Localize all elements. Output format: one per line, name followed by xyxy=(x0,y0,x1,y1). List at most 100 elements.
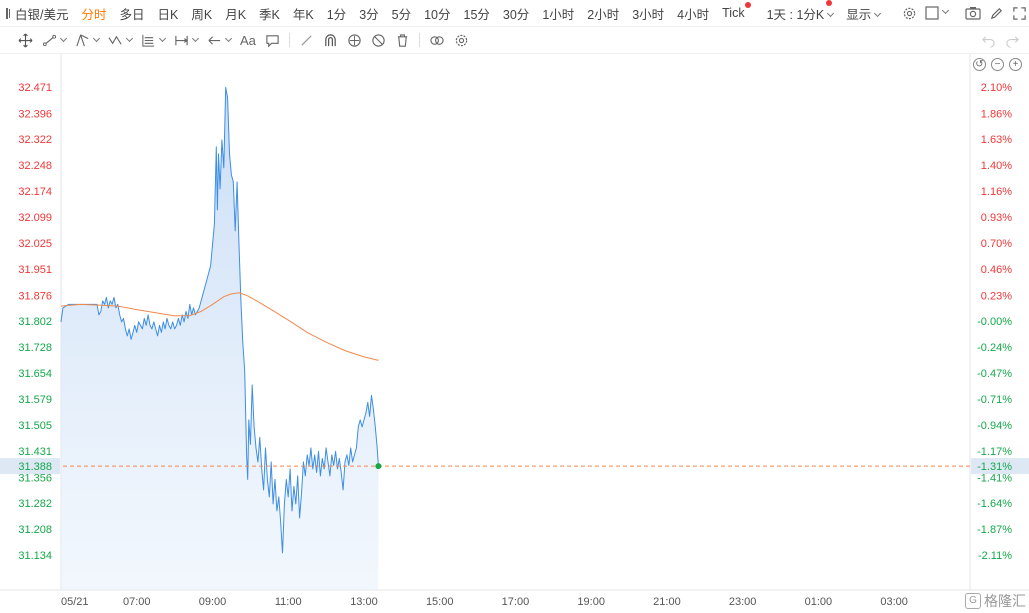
period-tab-15min[interactable]: 15分 xyxy=(463,7,490,22)
magnet-tool[interactable] xyxy=(323,33,338,48)
x-tick-label: 23:00 xyxy=(729,596,757,608)
reset-zoom-icon[interactable]: ↺ xyxy=(973,58,986,71)
camera-icon xyxy=(965,7,981,20)
period-tab-2hour[interactable]: 2小时 xyxy=(587,7,620,22)
pct-tick-label: 1.63% xyxy=(981,134,1012,146)
x-tick-label: 09:00 xyxy=(199,596,227,608)
y-tick-label: 32.099 xyxy=(18,212,52,224)
redo-button[interactable] xyxy=(1005,33,1020,48)
period-tab-4hour[interactable]: 4小时 xyxy=(677,7,710,22)
toolbar-divider xyxy=(418,33,420,47)
x-tick-label: 01:00 xyxy=(805,596,833,608)
period-tab-year[interactable]: 年K xyxy=(292,7,314,22)
line-tool[interactable] xyxy=(42,33,68,48)
channel-tool[interactable] xyxy=(75,33,101,48)
y-tick-label: 31.208 xyxy=(18,524,52,536)
zigzag-icon xyxy=(108,35,122,45)
period-tab-intraday[interactable]: 分时 xyxy=(81,7,107,22)
y-tick-label: 32.471 xyxy=(18,82,52,94)
chevron-down-icon xyxy=(125,34,134,42)
measure-tool[interactable] xyxy=(174,33,200,48)
period-tab-tick[interactable]: Tick xyxy=(722,2,751,20)
channel-icon xyxy=(76,33,89,46)
hide-drawings-tool[interactable] xyxy=(371,33,386,48)
settings-button[interactable] xyxy=(902,4,917,22)
pct-tick-label: -1.87% xyxy=(977,524,1012,536)
drawing-settings-tool[interactable] xyxy=(454,33,469,48)
chevron-down-icon xyxy=(942,6,950,14)
move-tool[interactable] xyxy=(18,33,33,48)
zoom-out-icon[interactable]: − xyxy=(991,58,1004,71)
delete-drawings-tool[interactable] xyxy=(395,33,410,48)
zoom-in-icon[interactable]: + xyxy=(1009,58,1022,71)
chevron-down-icon xyxy=(59,34,68,42)
x-tick-label: 11:00 xyxy=(275,596,302,608)
chevron-down-icon xyxy=(224,34,233,42)
pct-tick-label: -1.41% xyxy=(977,472,1012,484)
x-tick-label: 15:00 xyxy=(426,596,454,608)
comment-icon xyxy=(266,34,279,47)
symbol-label[interactable]: 白银/美元 xyxy=(15,7,69,22)
compare-tool[interactable] xyxy=(429,33,445,48)
y-tick-label: 31.356 xyxy=(18,472,52,484)
arrow-tool[interactable] xyxy=(207,33,233,48)
pct-tick-label: 0.23% xyxy=(981,290,1012,302)
display-menu[interactable]: 显示 xyxy=(846,4,882,23)
y-tick-label: 31.654 xyxy=(18,368,52,380)
square-icon xyxy=(925,6,939,20)
display-menu-label: 显示 xyxy=(846,7,872,22)
chevron-down-icon xyxy=(874,9,882,17)
new-badge-dot xyxy=(826,0,833,6)
period-toolbar: 白银/美元 分时 多日 日K 周K 月K 季K 年K 1分 3分 5分 10分 … xyxy=(0,0,1029,27)
watermark-text: 格隆汇 xyxy=(984,593,1026,609)
x-tick-label: 03:00 xyxy=(880,596,908,608)
current-pct-label: -1.31% xyxy=(977,461,1012,473)
text-tool[interactable]: Aa xyxy=(240,32,256,48)
period-tab-3hour[interactable]: 3小时 xyxy=(632,7,665,22)
ruler-icon xyxy=(175,35,189,45)
period-tab-week[interactable]: 周K xyxy=(191,7,213,22)
watermark: G 格隆汇 xyxy=(965,591,1026,611)
y-tick-label: 31.505 xyxy=(18,420,52,432)
price-chart[interactable]: 32.471 2.10% 32.396 1.86% 32.322 1.63% 32.248 1… xyxy=(0,54,1029,613)
period-tab-3min[interactable]: 3分 xyxy=(359,7,379,22)
draw-button[interactable] xyxy=(989,4,1004,22)
trash-icon xyxy=(397,33,408,47)
period-tab-1min[interactable]: 1分 xyxy=(326,7,347,22)
interval-select[interactable]: 1天 : 1分K xyxy=(767,0,835,23)
period-tab-tick-label: Tick xyxy=(722,6,745,20)
x-tick-label: 05/21 xyxy=(61,596,89,608)
period-tab-30min[interactable]: 30分 xyxy=(502,7,530,22)
pattern-tool[interactable] xyxy=(108,33,134,48)
y-tick-label: 31.134 xyxy=(18,550,52,562)
new-badge-dot xyxy=(744,2,751,8)
period-tab-1hour[interactable]: 1小时 xyxy=(542,7,575,22)
layout-select[interactable] xyxy=(925,4,950,22)
screenshot-button[interactable] xyxy=(965,4,981,22)
undo-icon xyxy=(982,35,995,48)
undo-button[interactable] xyxy=(981,33,996,48)
period-tab-day[interactable]: 日K xyxy=(157,7,179,22)
toolbar-divider xyxy=(288,33,290,47)
current-price-label: 31.388 xyxy=(18,461,52,473)
fullscreen-button[interactable] xyxy=(1012,4,1027,22)
pct-tick-label: -0.71% xyxy=(977,394,1012,406)
price-area xyxy=(61,87,379,591)
gear-icon xyxy=(904,7,916,19)
brush-tool[interactable] xyxy=(299,33,314,48)
y-tick-label: 32.025 xyxy=(18,238,52,250)
panel-toggle-icon[interactable] xyxy=(6,7,10,19)
y-tick-label: 32.322 xyxy=(18,134,52,146)
lock-drawings-tool[interactable] xyxy=(347,33,362,48)
arrow-left-icon xyxy=(208,35,221,45)
fib-tool[interactable] xyxy=(141,33,167,48)
period-tab-10min[interactable]: 10分 xyxy=(424,7,451,22)
period-tab-multiday[interactable]: 多日 xyxy=(119,7,145,22)
period-tab-5min[interactable]: 5分 xyxy=(391,7,412,22)
period-tab-month[interactable]: 月K xyxy=(225,7,247,22)
comment-tool[interactable] xyxy=(265,33,280,48)
period-tab-quarter[interactable]: 季K xyxy=(259,7,280,22)
compare-icon xyxy=(430,35,444,45)
expand-icon xyxy=(1013,6,1026,20)
pct-tick-label: -0.24% xyxy=(977,342,1012,354)
